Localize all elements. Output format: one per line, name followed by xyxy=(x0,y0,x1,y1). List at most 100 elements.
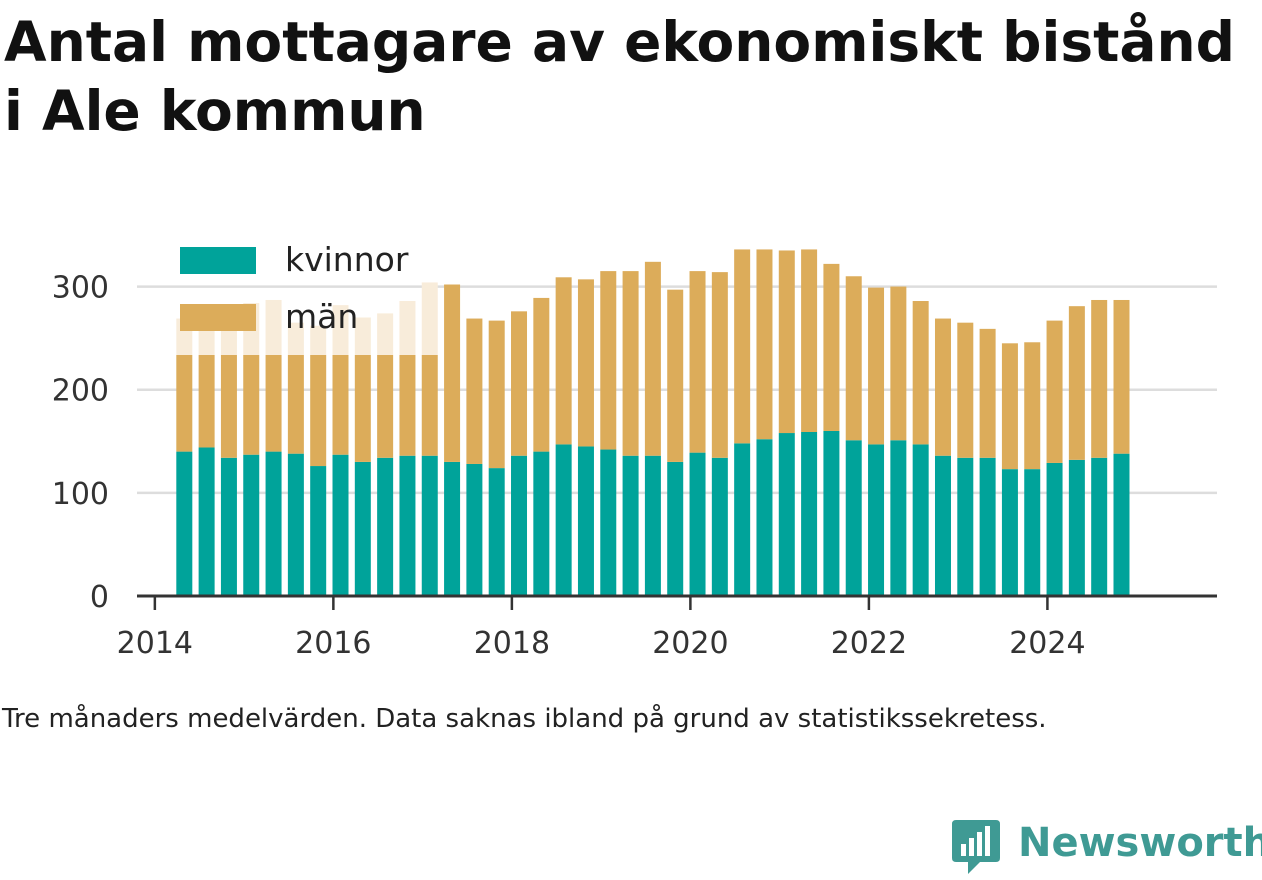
bar-man xyxy=(667,289,684,462)
bar-kvinnor xyxy=(533,451,550,596)
bar-man xyxy=(399,355,416,456)
newsworthy-logo-icon xyxy=(952,820,1000,874)
bar-kvinnor xyxy=(332,454,349,596)
bar-man-faded xyxy=(332,305,349,355)
bar-kvinnor xyxy=(310,466,327,596)
bar-man-faded xyxy=(287,322,304,355)
bar-man xyxy=(444,284,461,462)
bar-man xyxy=(934,318,951,456)
bar-kvinnor xyxy=(399,455,416,596)
bar-kvinnor xyxy=(622,455,639,596)
y-tick-label: 200 xyxy=(52,374,109,409)
bar-man xyxy=(1091,299,1108,458)
bar-kvinnor xyxy=(823,430,840,596)
bar-man-faded xyxy=(265,299,282,355)
bar-kvinnor xyxy=(801,432,818,596)
bar-man-faded xyxy=(421,282,438,355)
bar-man xyxy=(354,355,371,462)
bar-kvinnor xyxy=(934,455,951,596)
bar-chart: 0 100 200 300 2014 2016 2018 2020 2022 2024 kvin… xyxy=(52,240,1217,661)
bar-man xyxy=(801,249,818,433)
bar-man xyxy=(1068,306,1085,460)
bar-man xyxy=(511,311,528,456)
bar-man xyxy=(310,355,327,467)
bar-man xyxy=(265,355,282,452)
bar-man xyxy=(332,355,349,455)
bar-man xyxy=(689,271,706,453)
bar-man xyxy=(756,249,773,440)
x-tick-label: 2016 xyxy=(295,626,371,661)
x-tick-label: 2024 xyxy=(1009,626,1085,661)
bar-kvinnor xyxy=(845,440,862,596)
legend-label: kvinnor xyxy=(285,240,409,279)
bar-kvinnor xyxy=(778,433,795,596)
bar-man xyxy=(220,355,237,458)
bar-kvinnor xyxy=(220,457,237,596)
bar-man xyxy=(1024,342,1041,470)
bar-kvinnor xyxy=(1024,469,1041,596)
bar-kvinnor xyxy=(912,444,929,596)
bar-man xyxy=(778,250,795,434)
bar-kvinnor xyxy=(868,444,885,596)
bar-kvinnor xyxy=(756,439,773,596)
bar-kvinnor xyxy=(354,461,371,596)
bar-kvinnor xyxy=(1046,462,1063,596)
x-tick-label: 2014 xyxy=(117,626,193,661)
bar-man xyxy=(734,249,751,444)
bar-man xyxy=(287,355,304,454)
bar-kvinnor xyxy=(421,455,438,596)
bar-man xyxy=(176,355,193,452)
bar-kvinnor xyxy=(287,453,304,596)
bar-kvinnor xyxy=(466,463,483,596)
x-tick-label: 2020 xyxy=(652,626,728,661)
legend-swatch xyxy=(180,304,256,331)
bar-kvinnor xyxy=(265,451,282,596)
bar-kvinnor xyxy=(1091,457,1108,596)
bar-man xyxy=(868,287,885,445)
bar-man xyxy=(243,355,260,455)
bar-kvinnor xyxy=(243,454,260,596)
bar-kvinnor xyxy=(555,444,572,596)
bar-man xyxy=(1113,299,1130,454)
bar-man xyxy=(577,279,594,447)
bar-kvinnor xyxy=(511,455,528,596)
bar-man xyxy=(912,301,929,445)
bar-kvinnor xyxy=(1068,459,1085,596)
bar-kvinnor xyxy=(1113,453,1130,596)
bar-man xyxy=(711,272,728,458)
bar-kvinnor xyxy=(444,461,461,596)
bar-man xyxy=(198,355,215,448)
x-axis-ticks: 2014 2016 2018 2020 2022 2024 xyxy=(117,596,1086,661)
bar-man xyxy=(600,271,617,450)
y-tick-label: 0 xyxy=(90,580,109,615)
bar-kvinnor xyxy=(176,451,193,596)
bar-kvinnor xyxy=(577,446,594,596)
bar-man xyxy=(823,263,840,431)
y-axis-ticks: 0 100 200 300 xyxy=(52,271,109,615)
bar-kvinnor xyxy=(1001,469,1018,596)
bar-man xyxy=(377,355,394,458)
bar-kvinnor xyxy=(488,468,505,596)
bar-man xyxy=(622,271,639,456)
legend-label: män xyxy=(285,297,358,336)
y-tick-label: 300 xyxy=(52,271,109,306)
legend-swatch xyxy=(180,247,256,274)
bar-kvinnor xyxy=(734,443,751,596)
brand-name: Newsworthy xyxy=(1018,820,1262,866)
bar-kvinnor xyxy=(600,449,617,596)
bar-man xyxy=(845,276,862,441)
bar-kvinnor xyxy=(377,457,394,596)
legend: kvinnor män xyxy=(180,240,409,336)
bar-man xyxy=(1001,343,1018,470)
bar-man xyxy=(644,261,661,456)
bar-kvinnor xyxy=(890,440,907,596)
bar-kvinnor xyxy=(957,457,974,596)
bar-kvinnor xyxy=(644,455,661,596)
bar-man-faded xyxy=(310,325,327,355)
bar-man xyxy=(555,277,572,445)
footnote: Tre månaders medelvärden. Data saknas ib… xyxy=(2,704,1047,734)
bar-man xyxy=(533,297,550,452)
bar-man xyxy=(488,320,505,469)
bar-man xyxy=(466,318,483,464)
bar-man-faded xyxy=(354,317,371,355)
